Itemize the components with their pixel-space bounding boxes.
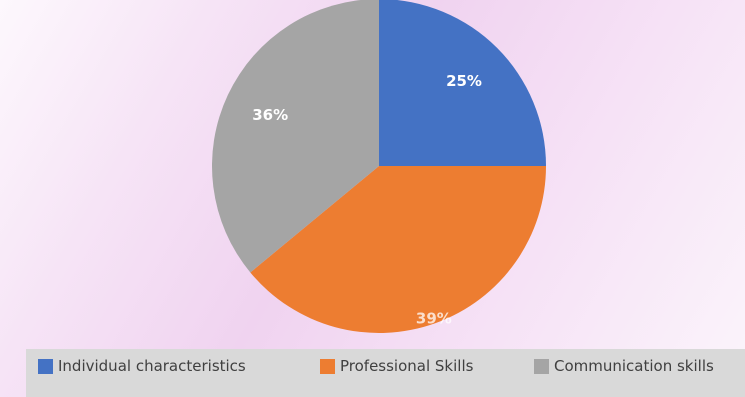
pie-slice-individual-characteristics <box>379 0 546 166</box>
legend-swatch-individual-characteristics <box>38 358 53 374</box>
legend-label-communication-skills: Communication skills <box>554 357 714 375</box>
pie-chart: 25% 39% 36% <box>211 0 547 333</box>
legend-label-individual-characteristics: Individual characteristics <box>58 357 246 375</box>
chart-legend: Individual characteristics Professional … <box>26 349 745 397</box>
pie-slice-professional-skills <box>250 166 547 333</box>
chart-area: 25% 39% 36% <box>211 0 547 333</box>
pie-slice-communication-skills <box>211 0 379 273</box>
legend-swatch-professional-skills <box>320 358 335 374</box>
legend-label-professional-skills: Professional Skills <box>340 357 474 375</box>
data-label-individual-characteristics: 25% <box>446 72 482 90</box>
data-label-communication-skills: 36% <box>252 106 288 124</box>
data-label-professional-skills: 39% <box>416 309 452 327</box>
legend-item-individual-characteristics: Individual characteristics <box>38 356 246 376</box>
legend-swatch-communication-skills <box>534 358 549 374</box>
legend-item-communication-skills: Communication skills <box>534 356 714 376</box>
legend-item-professional-skills: Professional Skills <box>320 356 473 376</box>
